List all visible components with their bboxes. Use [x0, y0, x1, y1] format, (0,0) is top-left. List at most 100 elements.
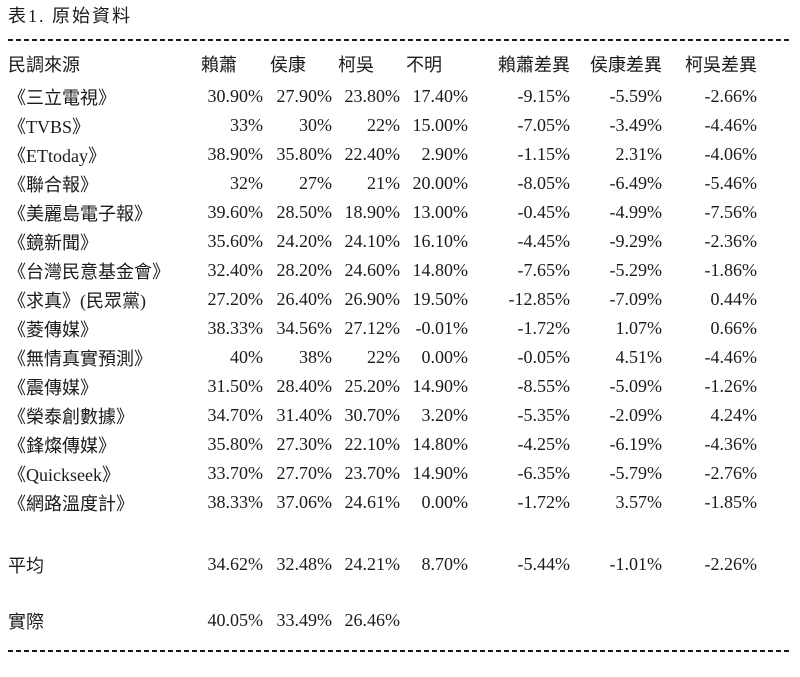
- value-cell: -5.29%: [609, 260, 663, 280]
- value-cell: 23.80%: [344, 86, 401, 106]
- table-title: 表1. 原始資料: [8, 6, 132, 26]
- summary-label: 平均: [8, 555, 44, 576]
- value-cell: -1.26%: [704, 376, 758, 396]
- source-cell: 《菱傳媒》: [8, 319, 98, 340]
- value-cell: 22.10%: [344, 434, 401, 454]
- table-row: 《網路溫度計》 38.33% 37.06% 24.61% 0.00% -1.72% 3.57…: [8, 488, 757, 517]
- value-cell: 4.51%: [615, 347, 663, 367]
- value-cell: -0.45%: [517, 202, 571, 222]
- value-cell: 27.30%: [276, 434, 333, 454]
- value-cell: -9.29%: [609, 231, 663, 251]
- value-cell: 27%: [299, 173, 332, 193]
- spacer-cell: [8, 579, 757, 606]
- value-cell: 2.90%: [421, 144, 469, 164]
- table-row: 《無情真實預測》 40% 38% 22% 0.00% -0.05% 4.51% -4.46%: [8, 343, 757, 372]
- value-cell: 24.20%: [276, 231, 333, 251]
- value-cell: 0.44%: [710, 289, 758, 309]
- value-cell: -1.15%: [517, 144, 571, 164]
- summary-value-cell: 34.62%: [207, 554, 264, 574]
- source-cell: 《ETtoday》: [8, 145, 106, 166]
- value-cell: -0.01%: [415, 318, 469, 338]
- value-cell: 35.60%: [207, 231, 264, 251]
- summary-value-cell: [400, 606, 468, 635]
- source-cell: 《榮泰創數據》: [8, 406, 134, 427]
- value-cell: -12.85%: [508, 289, 571, 309]
- table-header: 民調來源 賴蕭 侯康 柯吳 不明 賴蕭差異 侯康差異 柯吳差異: [8, 41, 757, 82]
- value-cell: 20.00%: [412, 173, 469, 193]
- value-cell: 35.80%: [276, 144, 333, 164]
- value-cell: 18.90%: [344, 202, 401, 222]
- summary-value-cell: [570, 606, 662, 635]
- table-row: 《TVBS》 33% 30% 22% 15.00% -7.05% -3.49% -4.46%: [8, 111, 757, 140]
- value-cell: 2.31%: [615, 144, 663, 164]
- column-header: 侯康差異: [590, 55, 662, 75]
- value-cell: -1.72%: [517, 492, 571, 512]
- value-cell: -7.65%: [517, 260, 571, 280]
- value-cell: 0.00%: [421, 347, 469, 367]
- value-cell: 31.40%: [276, 405, 333, 425]
- value-cell: 38.33%: [207, 492, 264, 512]
- value-cell: 14.80%: [412, 260, 469, 280]
- value-cell: 19.50%: [412, 289, 469, 309]
- column-header: 賴蕭差異: [498, 55, 570, 75]
- value-cell: -4.46%: [704, 347, 758, 367]
- table-row: 《台灣民意基金會》 32.40% 28.20% 24.60% 14.80% -7.65% -…: [8, 256, 757, 285]
- value-cell: 27.90%: [276, 86, 333, 106]
- table-row: 《美麗島電子報》 39.60% 28.50% 18.90% 13.00% -0.45% -4…: [8, 198, 757, 227]
- summary-value-cell: [662, 606, 757, 635]
- value-cell: 40%: [230, 347, 263, 367]
- summary-value-cell: 26.46%: [344, 610, 401, 630]
- value-cell: 14.80%: [412, 434, 469, 454]
- value-cell: -4.99%: [609, 202, 663, 222]
- value-cell: -1.86%: [704, 260, 758, 280]
- summary-value-cell: 24.21%: [344, 554, 401, 574]
- value-cell: -5.35%: [517, 405, 571, 425]
- value-cell: -9.15%: [517, 86, 571, 106]
- table-row: 《鋒燦傳媒》 35.80% 27.30% 22.10% 14.80% -4.25% -6.1…: [8, 430, 757, 459]
- value-cell: -5.79%: [609, 463, 663, 483]
- table-row: 《Quickseek》 33.70% 27.70% 23.70% 14.90% -6.35…: [8, 459, 757, 488]
- value-cell: 33.70%: [207, 463, 264, 483]
- value-cell: 37.06%: [276, 492, 333, 512]
- value-cell: 0.66%: [710, 318, 758, 338]
- value-cell: -6.19%: [609, 434, 663, 454]
- source-cell: 《無情真實預測》: [8, 348, 152, 369]
- value-cell: 23.70%: [344, 463, 401, 483]
- value-cell: 34.56%: [276, 318, 333, 338]
- data-table: 民調來源 賴蕭 侯康 柯吳 不明 賴蕭差異 侯康差異 柯吳差異 《三立電視》 30.90% 27.…: [8, 41, 757, 635]
- table-row: 《鏡新聞》 35.60% 24.20% 24.10% 16.10% -4.45% -9.29…: [8, 227, 757, 256]
- summary-value-cell: 32.48%: [276, 554, 333, 574]
- summary-value-cell: 33.49%: [276, 610, 333, 630]
- value-cell: 31.50%: [207, 376, 264, 396]
- summary-value-cell: 8.70%: [421, 554, 469, 574]
- table-row: 《三立電視》 30.90% 27.90% 23.80% 17.40% -9.15% -5.5…: [8, 82, 757, 111]
- value-cell: 22%: [367, 115, 400, 135]
- summary-row: 平均 34.62% 32.48% 24.21% 8.70% -5.44% -1.01% -2.…: [8, 550, 757, 579]
- value-cell: -6.49%: [609, 173, 663, 193]
- value-cell: -8.55%: [517, 376, 571, 396]
- value-cell: 22.40%: [344, 144, 401, 164]
- table-row: 《榮泰創數據》 34.70% 31.40% 30.70% 3.20% -5.35% -2.0…: [8, 401, 757, 430]
- value-cell: 4.24%: [710, 405, 758, 425]
- value-cell: -4.25%: [517, 434, 571, 454]
- source-cell: 《聯合報》: [8, 174, 98, 195]
- column-header: 侯康: [270, 55, 306, 75]
- value-cell: 27.20%: [207, 289, 264, 309]
- summary-value-cell: -1.01%: [609, 554, 663, 574]
- summary-value-cell: 40.05%: [207, 610, 264, 630]
- source-cell: 《Quickseek》: [8, 464, 120, 485]
- spacer-row: [8, 517, 757, 550]
- value-cell: -4.45%: [517, 231, 571, 251]
- value-cell: 3.57%: [615, 492, 663, 512]
- value-cell: 28.20%: [276, 260, 333, 280]
- column-header: 賴蕭: [201, 55, 237, 75]
- value-cell: 24.61%: [344, 492, 401, 512]
- source-cell: 《求真》(民眾黨): [8, 290, 146, 311]
- source-cell: 《鋒燦傳媒》: [8, 435, 116, 456]
- value-cell: 0.00%: [421, 492, 469, 512]
- table-row: 《震傳媒》 31.50% 28.40% 25.20% 14.90% -8.55% -5.09…: [8, 372, 757, 401]
- source-cell: 《網路溫度計》: [8, 493, 134, 514]
- value-cell: -5.59%: [609, 86, 663, 106]
- value-cell: 30.90%: [207, 86, 264, 106]
